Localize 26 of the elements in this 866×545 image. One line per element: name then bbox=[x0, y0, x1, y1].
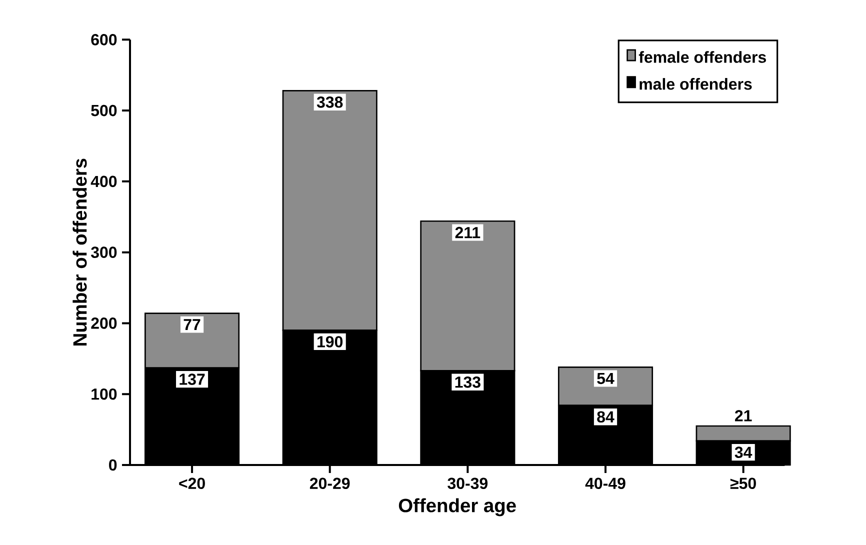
data-label: 137 bbox=[180, 374, 205, 385]
x-tick-label: 40-49 bbox=[585, 478, 626, 490]
y-tick-label: 600 bbox=[91, 34, 117, 46]
y-axis-title: Number of offenders bbox=[72, 158, 87, 346]
data-label: 77 bbox=[184, 319, 200, 330]
data-label: 34 bbox=[734, 446, 752, 458]
x-tick-label: <20 bbox=[179, 478, 205, 490]
x-tick-label: 30-39 bbox=[448, 478, 488, 490]
y-tick-label: 100 bbox=[92, 388, 117, 400]
data-label: 21 bbox=[734, 410, 752, 422]
data-label: 54 bbox=[597, 372, 614, 384]
legend-label: male offenders bbox=[640, 78, 752, 90]
y-tick-label: 500 bbox=[91, 104, 117, 116]
x-axis-title: Offender age bbox=[398, 498, 516, 516]
data-label: 338 bbox=[316, 96, 343, 108]
legend-label: female offenders bbox=[638, 51, 766, 63]
x-tick-label: ≥50 bbox=[730, 478, 756, 490]
y-tick-label: 200 bbox=[91, 318, 117, 329]
y-tick-label: 400 bbox=[90, 176, 117, 188]
y-tick-label: 300 bbox=[90, 246, 117, 258]
x-tick-label: 20-29 bbox=[310, 478, 350, 490]
data-label: 84 bbox=[597, 411, 614, 423]
data-label: 190 bbox=[318, 336, 343, 348]
data-label: 133 bbox=[455, 376, 480, 388]
y-tick-label: 0 bbox=[109, 459, 117, 471]
data-label: 211 bbox=[455, 226, 480, 238]
